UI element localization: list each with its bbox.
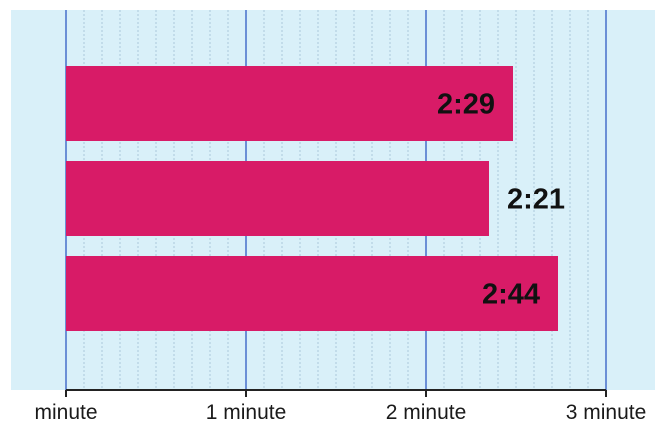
bar-labels: 2:29 2:21 2:44 xyxy=(437,89,565,311)
bar xyxy=(66,161,489,236)
x-axis-tick-label: 1 minute xyxy=(206,401,287,424)
x-axis-tick-labels: minute 1 minute 2 minute 3 minute xyxy=(34,401,646,424)
x-axis-ticks xyxy=(65,390,607,397)
bar xyxy=(66,256,558,331)
bar xyxy=(66,66,513,141)
bar-value-label: 2:29 xyxy=(437,89,495,121)
x-axis-tick-label: 3 minute xyxy=(566,401,647,424)
x-axis-tick-label: minute xyxy=(34,401,97,424)
x-axis-tick-label: 2 minute xyxy=(386,401,467,424)
bar-value-label: 2:44 xyxy=(482,279,540,311)
bar-value-label: 2:21 xyxy=(507,184,565,216)
bars xyxy=(66,66,558,331)
